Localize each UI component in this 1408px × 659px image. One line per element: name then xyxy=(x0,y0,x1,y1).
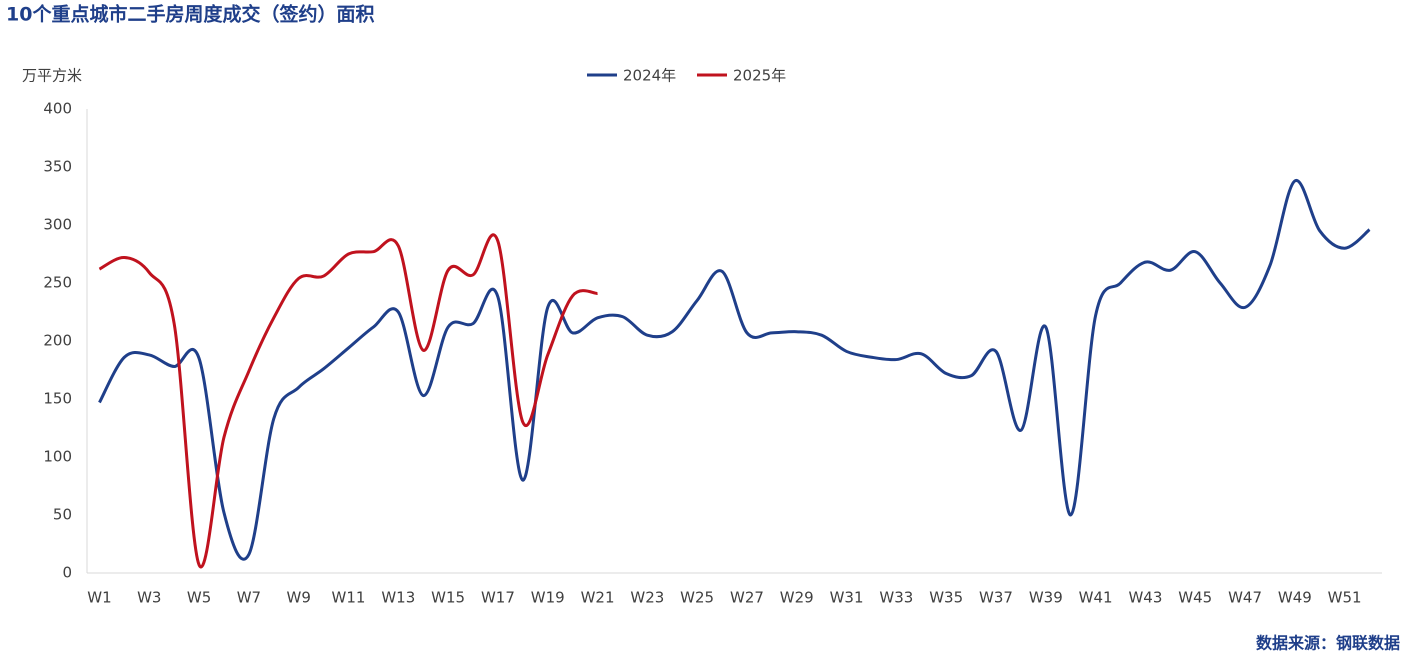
x-tick-label: W35 xyxy=(929,589,963,607)
x-tick-label: W51 xyxy=(1328,589,1362,607)
x-tick-label: W47 xyxy=(1228,589,1262,607)
x-tick-label: W25 xyxy=(680,589,714,607)
y-tick-label: 350 xyxy=(43,158,72,176)
x-tick-label: W5 xyxy=(187,589,211,607)
x-tick-label: W33 xyxy=(879,589,913,607)
x-tick-label: W9 xyxy=(286,589,310,607)
x-tick-label: W49 xyxy=(1278,589,1312,607)
source: 数据来源：钢联数据 xyxy=(1256,634,1400,653)
x-tick-label: W3 xyxy=(137,589,161,607)
x-tick-label: W15 xyxy=(431,589,465,607)
x-tick-label: W27 xyxy=(730,589,764,607)
x-tick-label: W37 xyxy=(979,589,1013,607)
series-line xyxy=(98,179,1371,561)
x-tick-label: W43 xyxy=(1128,589,1162,607)
x-tick-label: W29 xyxy=(780,589,814,607)
y-tick-label: 150 xyxy=(43,390,72,408)
y-axis-label: 万平方米 xyxy=(22,67,82,85)
x-tick-label: W23 xyxy=(630,589,664,607)
y-tick-label: 50 xyxy=(53,506,72,524)
legend-label: 2024年 xyxy=(623,67,676,85)
y-tick-label: 250 xyxy=(43,274,72,292)
x-tick-label: W17 xyxy=(481,589,515,607)
x-tick-label: W19 xyxy=(531,589,565,607)
x-tick-label: W7 xyxy=(237,589,261,607)
x-tick-label: W39 xyxy=(1029,589,1063,607)
x-tick-label: W31 xyxy=(830,589,864,607)
x-tick-label: W41 xyxy=(1079,589,1113,607)
x-tick-label: W45 xyxy=(1178,589,1212,607)
chart-title: 10个重点城市二手房周度成交（签约）面积 xyxy=(6,3,374,26)
y-tick-label: 200 xyxy=(43,332,72,350)
y-tick-label: 100 xyxy=(43,448,72,466)
x-tick-label: W21 xyxy=(581,589,615,607)
y-tick-label: 0 xyxy=(62,564,72,582)
legend-label: 2025年 xyxy=(733,67,786,85)
x-tick-label: W13 xyxy=(381,589,415,607)
y-tick-label: 400 xyxy=(43,100,72,118)
y-tick-label: 300 xyxy=(43,216,72,234)
x-tick-label: W1 xyxy=(87,589,111,607)
series-line xyxy=(98,233,598,569)
x-tick-label: W11 xyxy=(332,589,366,607)
